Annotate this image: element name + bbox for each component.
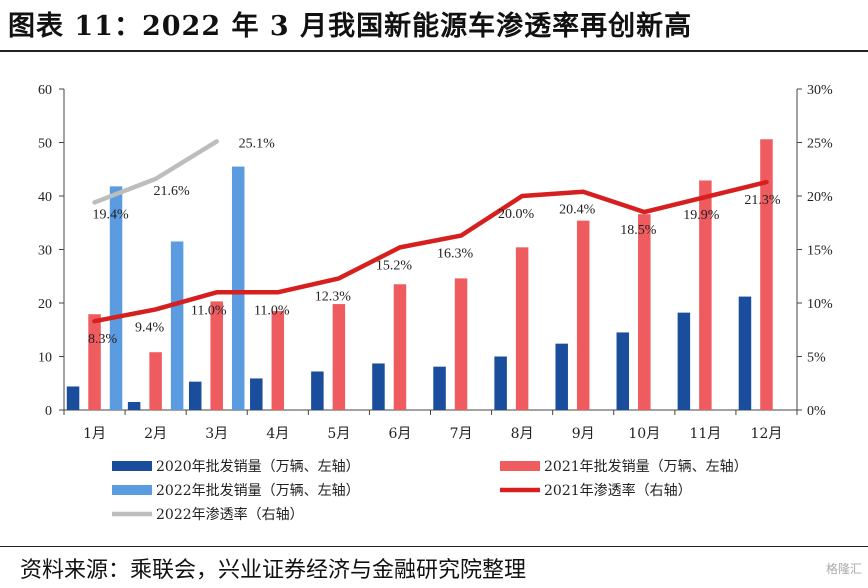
x-tick-label: 2月 — [144, 426, 167, 442]
x-tick-label: 8月 — [511, 426, 534, 442]
bar-2 — [271, 311, 285, 410]
data-label: 20.0% — [498, 207, 535, 222]
right-tick-label: 20% — [807, 190, 833, 205]
x-tick-label: 6月 — [388, 426, 411, 442]
x-tick-label: 3月 — [205, 426, 228, 442]
x-tick-label: 1月 — [83, 426, 106, 442]
x-tick-label: 7月 — [450, 426, 473, 442]
bar-2 — [454, 278, 468, 410]
bar-2 — [88, 314, 101, 410]
series-line-2 — [92, 139, 219, 205]
right-tick-label: 15% — [807, 244, 833, 259]
title-rule — [0, 50, 868, 52]
legend-swatch — [112, 461, 152, 471]
legend-swatch — [500, 461, 540, 471]
bar-2 — [576, 220, 590, 410]
data-label: 15.2% — [376, 258, 413, 273]
bar-1 — [677, 312, 691, 410]
legend-swatch — [112, 485, 152, 495]
legend-label: 2021年批发销量（万辆、左轴） — [544, 459, 748, 475]
x-tick-label: 9月 — [572, 426, 595, 442]
data-label: 19.9% — [683, 208, 720, 223]
bar-1 — [188, 381, 202, 410]
legend-label: 2020年批发销量（万辆、左轴） — [156, 459, 360, 475]
left-tick-label: 40 — [38, 190, 52, 205]
legend-label: 2022年批发销量（万辆、左轴） — [156, 483, 360, 499]
data-label: 18.5% — [620, 223, 657, 238]
x-tick-label: 12月 — [751, 426, 783, 442]
x-tick-label: 11月 — [689, 426, 721, 442]
data-label: 19.4% — [92, 207, 129, 222]
data-label: 16.3% — [437, 247, 474, 262]
page-title: 图表 11：2022 年 3 月我国新能源车渗透率再创新高 — [8, 11, 693, 42]
bar-3 — [231, 166, 245, 410]
bar-1 — [738, 296, 752, 410]
bar-3 — [170, 241, 184, 410]
x-tick-label: 10月 — [628, 426, 660, 442]
bar-1 — [494, 356, 507, 410]
left-tick-label: 0 — [45, 404, 52, 419]
bar-1 — [311, 371, 324, 410]
bar-3 — [109, 186, 123, 410]
bar-1 — [555, 343, 568, 410]
data-label: 11.0% — [254, 303, 290, 318]
data-label: 9.4% — [135, 320, 165, 335]
chart: 0 10 20 30 40 50 60 0% 5% 10% 15% 20% 25% 30% 1月 2月 3月 4月… — [38, 83, 833, 523]
data-label: 25.1% — [239, 136, 276, 151]
bar-2 — [210, 301, 223, 410]
legend-label: 2022年渗透率（右轴） — [156, 506, 304, 523]
data-label: 21.6% — [154, 184, 191, 199]
left-tick-label: 60 — [38, 83, 52, 98]
data-label: 8.3% — [88, 332, 118, 347]
data-label: 20.4% — [559, 203, 596, 218]
bar-1 — [127, 401, 141, 410]
bar-2 — [638, 214, 651, 410]
bar-1 — [250, 378, 263, 410]
bar-2 — [515, 247, 529, 410]
right-tick-label: 0% — [807, 404, 826, 419]
bar-1 — [66, 386, 80, 410]
bar-2 — [699, 180, 712, 410]
bar-1 — [372, 363, 385, 410]
bar-2 — [393, 284, 407, 410]
data-label: 12.3% — [315, 289, 352, 304]
bar-2 — [760, 139, 773, 411]
data-label: 11.0% — [191, 303, 227, 318]
x-tick-label: 4月 — [266, 426, 289, 442]
right-tick-label: 25% — [807, 137, 833, 152]
x-tick-label: 5月 — [327, 426, 350, 442]
legend-label: 2021年渗透率（右轴） — [544, 482, 692, 499]
bar-2 — [332, 304, 346, 410]
left-tick-label: 20 — [38, 297, 52, 312]
bar-1 — [433, 366, 446, 410]
source-rule — [0, 546, 868, 547]
right-tick-label: 30% — [807, 83, 833, 98]
data-label: 21.3% — [744, 193, 781, 208]
source-note: 资料来源：乘联会，兴业证券经济与金融研究院整理 — [20, 558, 527, 583]
right-tick-label: 5% — [807, 351, 826, 366]
bar-2 — [149, 352, 162, 410]
series-line-1 — [92, 179, 769, 324]
left-tick-label: 10 — [38, 351, 52, 366]
left-tick-label: 50 — [38, 137, 52, 152]
left-tick-label: 30 — [38, 244, 52, 259]
right-tick-label: 10% — [807, 297, 833, 312]
watermark: 格隆汇 — [825, 562, 862, 576]
bar-1 — [616, 332, 630, 410]
